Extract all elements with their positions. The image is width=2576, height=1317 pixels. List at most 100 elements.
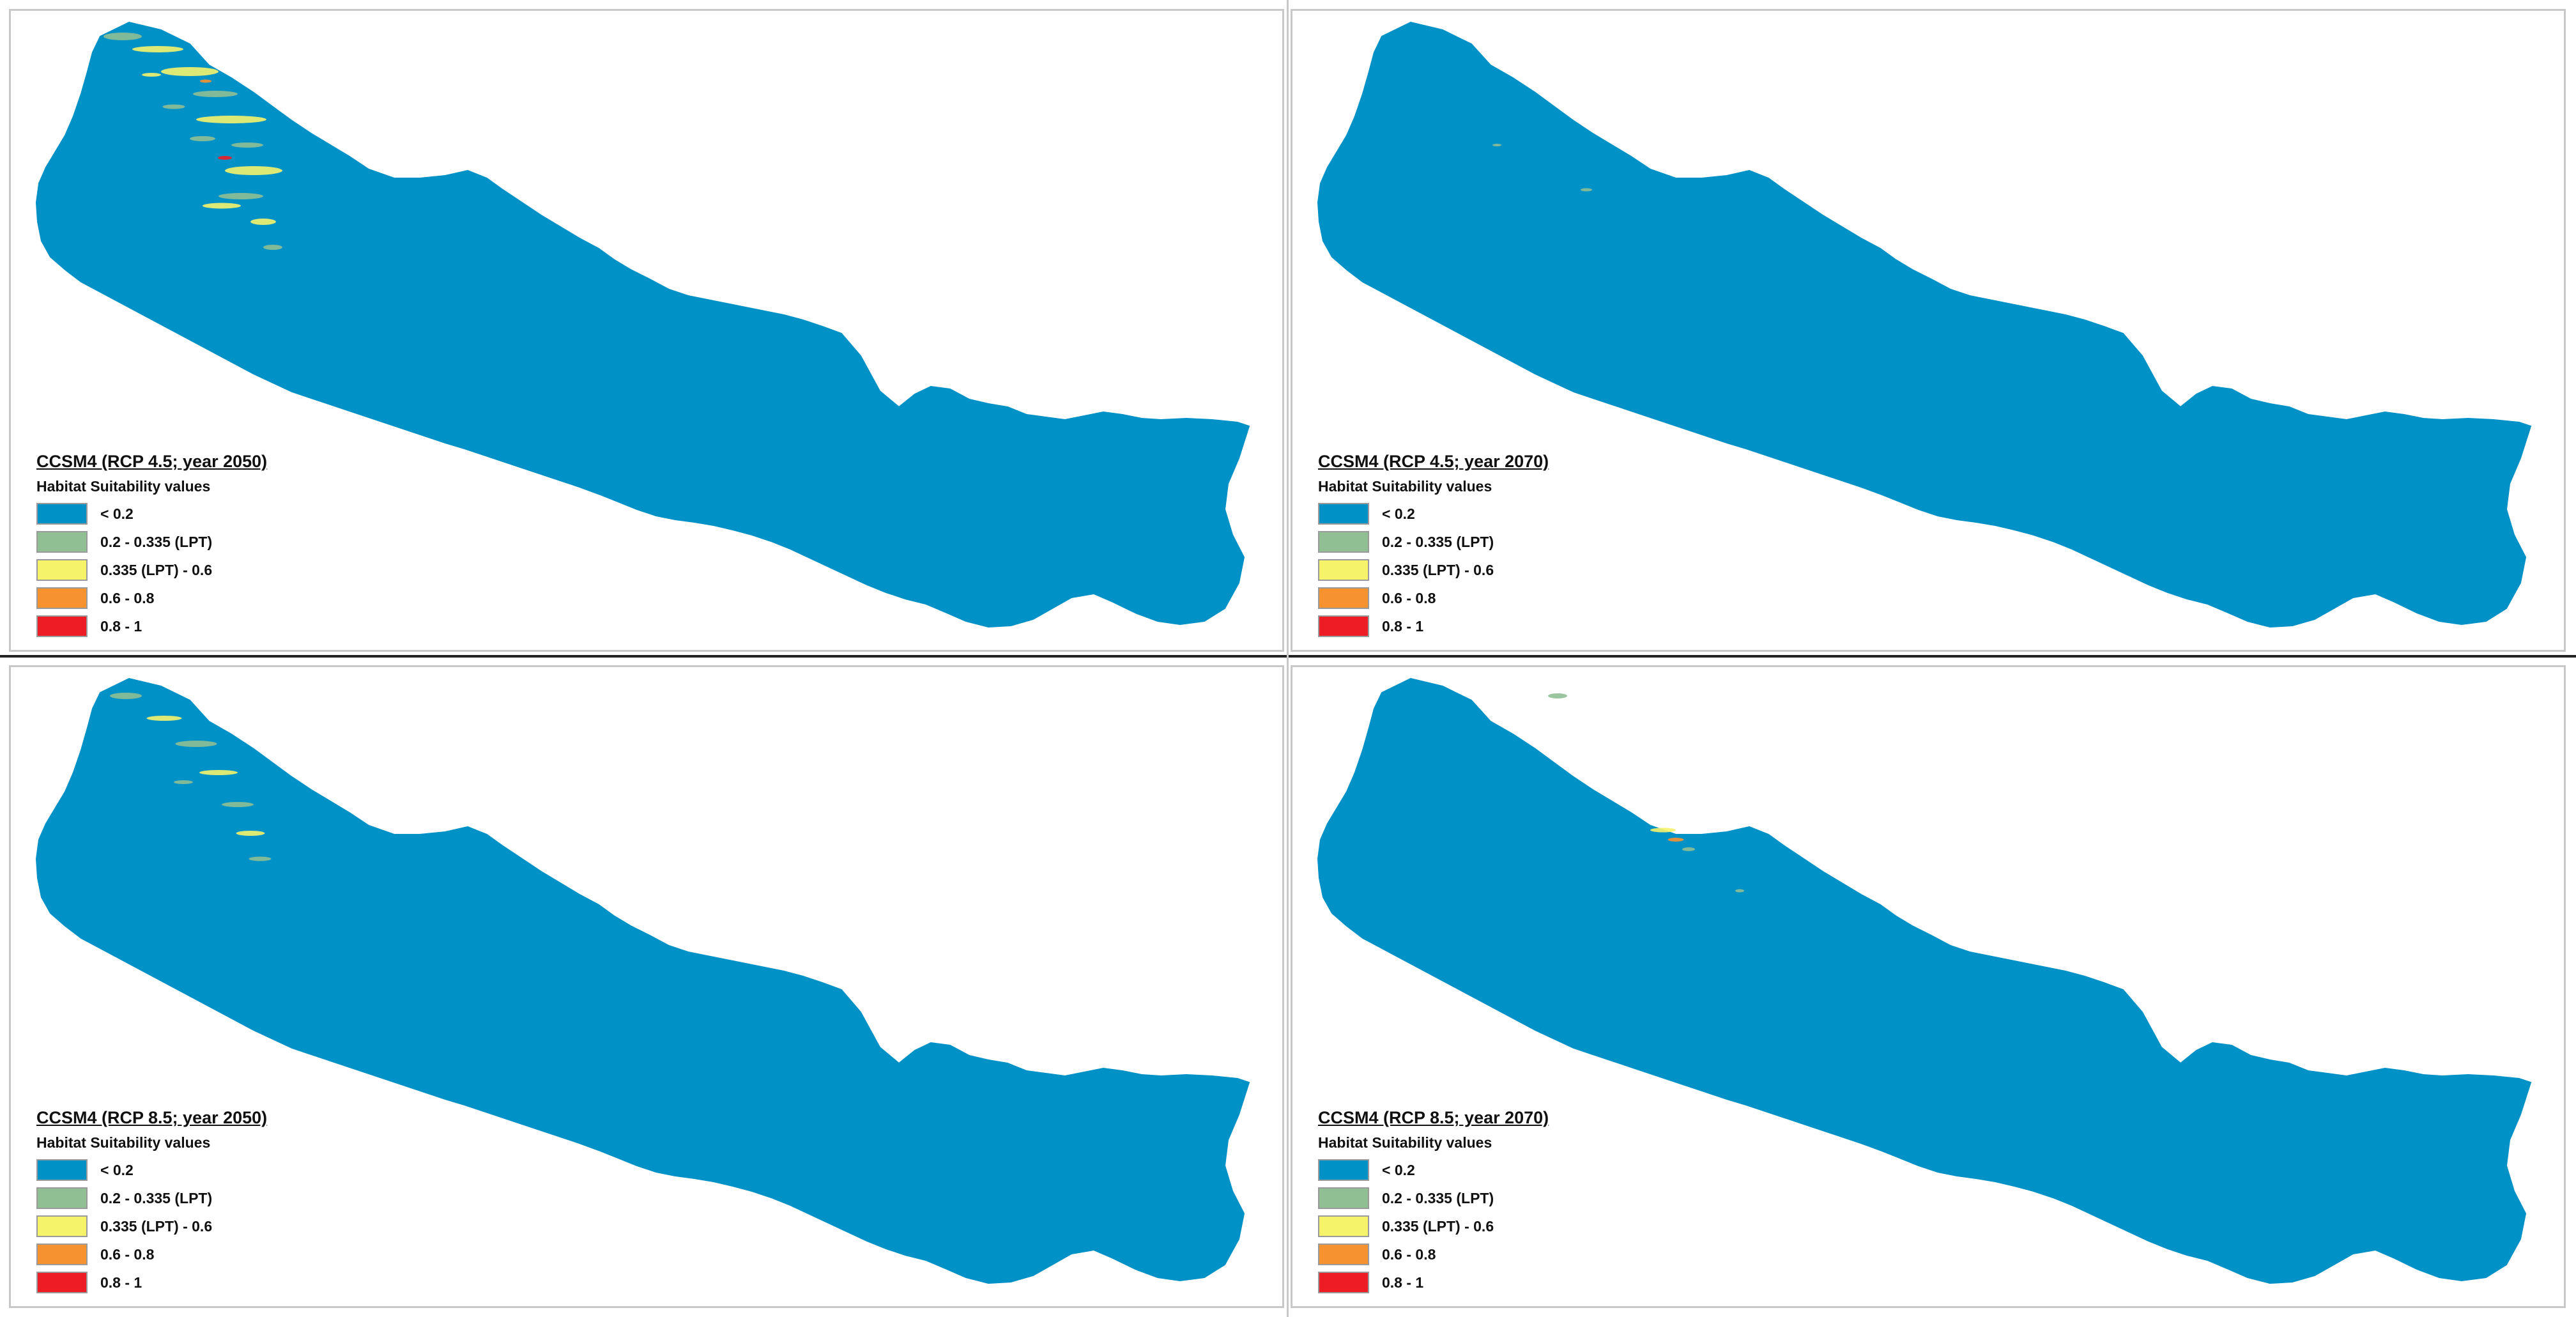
legend-item: < 0.2 [36, 1158, 394, 1182]
legend-item: 0.6 - 0.8 [36, 1242, 394, 1267]
legend-item: 0.2 - 0.335 (LPT) [36, 530, 394, 554]
suitability-patch [222, 802, 254, 807]
legend-label: 0.335 (LPT) - 0.6 [1382, 1217, 1494, 1235]
legend-item: < 0.2 [1318, 1158, 1676, 1182]
suitability-patch [1667, 838, 1684, 842]
legend-label: < 0.2 [1382, 505, 1415, 522]
legend-swatch-0-8-1 [1318, 615, 1369, 637]
legend-label: 0.8 - 1 [100, 1274, 142, 1291]
suitability-overlay [1548, 693, 1744, 893]
legend-swatch-0-335-0-6 [1318, 1215, 1369, 1237]
legend-swatch-0-8-1 [36, 615, 88, 637]
suitability-patch [218, 193, 263, 199]
map-panel-rcp45-2070: CCSM4 (RCP 4.5; year 2070) Habitat Suita… [1291, 9, 2566, 652]
legend-label: 0.335 (LPT) - 0.6 [100, 1217, 213, 1235]
legend-item: 0.8 - 1 [1318, 614, 1676, 638]
legend-swatch-lt-0-2 [36, 503, 88, 525]
legend-item: 0.335 (LPT) - 0.6 [36, 558, 394, 582]
legend-item: 0.6 - 0.8 [1318, 586, 1676, 610]
legend-label: 0.6 - 0.8 [100, 1245, 155, 1263]
legend-swatch-0-335-0-6 [36, 1215, 88, 1237]
legend-item: 0.335 (LPT) - 0.6 [36, 1214, 394, 1238]
nepal-outline [35, 21, 1250, 628]
legend-subtitle: Habitat Suitability values [1318, 478, 1492, 495]
suitability-patch [236, 831, 265, 836]
suitability-patch [110, 693, 142, 699]
legend-item: 0.6 - 0.8 [1318, 1242, 1676, 1267]
suitability-patch [249, 856, 272, 861]
map-title: CCSM4 (RCP 4.5; year 2070) [1318, 452, 1549, 471]
suitability-patch [174, 780, 193, 784]
legend-label: < 0.2 [100, 505, 134, 522]
legend-swatch-0-6-0-8 [1318, 587, 1369, 609]
suitability-patch [231, 142, 263, 148]
suitability-patch [1548, 693, 1567, 698]
suitability-patch [1682, 847, 1695, 851]
suitability-patch [1735, 889, 1744, 893]
suitability-patch [1492, 144, 1501, 146]
legend-label: 0.6 - 0.8 [100, 589, 155, 606]
map-title: CCSM4 (RCP 4.5; year 2050) [36, 452, 268, 471]
legend-label: 0.2 - 0.335 (LPT) [100, 1189, 213, 1206]
legend-swatch-0-2-0-335 [1318, 531, 1369, 553]
suitability-patch [263, 245, 282, 250]
legend-swatch-0-2-0-335 [36, 531, 88, 553]
suitability-patch [250, 219, 276, 225]
suitability-patch [1650, 828, 1676, 833]
legend-label: 0.8 - 1 [1382, 1274, 1424, 1291]
legend-item: 0.8 - 1 [1318, 1270, 1676, 1295]
suitability-overlay [110, 693, 272, 861]
nepal-outline [35, 677, 1250, 1284]
legend-subtitle: Habitat Suitability values [1318, 1134, 1492, 1151]
suitability-patch [142, 73, 161, 77]
legend-swatch-0-335-0-6 [36, 559, 88, 581]
legend-label: 0.2 - 0.335 (LPT) [100, 533, 213, 550]
legend-label: 0.8 - 1 [100, 617, 142, 635]
legend-swatch-lt-0-2 [1318, 503, 1369, 525]
suitability-patch [103, 33, 142, 40]
legend-swatch-lt-0-2 [36, 1159, 88, 1181]
legend-label: 0.6 - 0.8 [1382, 589, 1436, 606]
legend: CCSM4 (RCP 8.5; year 2070) Habitat Suita… [1318, 1108, 1676, 1298]
map-panel-rcp85-2070: CCSM4 (RCP 8.5; year 2070) Habitat Suita… [1291, 665, 2566, 1308]
legend-swatch-0-6-0-8 [36, 587, 88, 609]
nepal-outline [1317, 21, 2532, 628]
suitability-patch [200, 79, 211, 83]
legend-label: 0.6 - 0.8 [1382, 1245, 1436, 1263]
legend: CCSM4 (RCP 4.5; year 2050) Habitat Suita… [36, 452, 394, 642]
suitability-patch [199, 770, 238, 775]
legend-swatch-0-2-0-335 [1318, 1187, 1369, 1209]
legend-subtitle: Habitat Suitability values [36, 1134, 211, 1151]
suitability-overlay [1492, 144, 1592, 192]
legend-swatch-0-6-0-8 [1318, 1244, 1369, 1265]
legend-item: < 0.2 [1318, 502, 1676, 526]
nepal-map [35, 21, 1250, 628]
legend-label: < 0.2 [100, 1161, 134, 1178]
legend-label: 0.335 (LPT) - 0.6 [100, 561, 213, 578]
legend-subtitle: Habitat Suitability values [36, 478, 211, 495]
nepal-map [1317, 21, 2532, 628]
legend-swatch-0-8-1 [1318, 1272, 1369, 1293]
legend-label: < 0.2 [1382, 1161, 1415, 1178]
legend-item: 0.335 (LPT) - 0.6 [1318, 1214, 1676, 1238]
nepal-map [1317, 677, 2532, 1284]
suitability-patch [162, 104, 185, 109]
suitability-patch [146, 716, 182, 721]
suitability-overlay [103, 33, 282, 250]
legend-item: 0.335 (LPT) - 0.6 [1318, 558, 1676, 582]
legend-item: 0.2 - 0.335 (LPT) [36, 1186, 394, 1210]
legend-label: 0.8 - 1 [1382, 617, 1424, 635]
suitability-patch [132, 46, 183, 52]
map-panel-rcp45-2050: CCSM4 (RCP 4.5; year 2050) Habitat Suita… [9, 9, 1284, 652]
suitability-patch [190, 136, 215, 141]
map-title: CCSM4 (RCP 8.5; year 2050) [36, 1108, 268, 1127]
legend-swatch-0-335-0-6 [1318, 559, 1369, 581]
suitability-patch [175, 741, 217, 747]
suitability-patch [218, 156, 232, 160]
suitability-patch [225, 166, 282, 175]
legend-swatch-lt-0-2 [1318, 1159, 1369, 1181]
legend-label: 0.2 - 0.335 (LPT) [1382, 1189, 1494, 1206]
legend-item: 0.2 - 0.335 (LPT) [1318, 530, 1676, 554]
suitability-patch [196, 116, 266, 123]
